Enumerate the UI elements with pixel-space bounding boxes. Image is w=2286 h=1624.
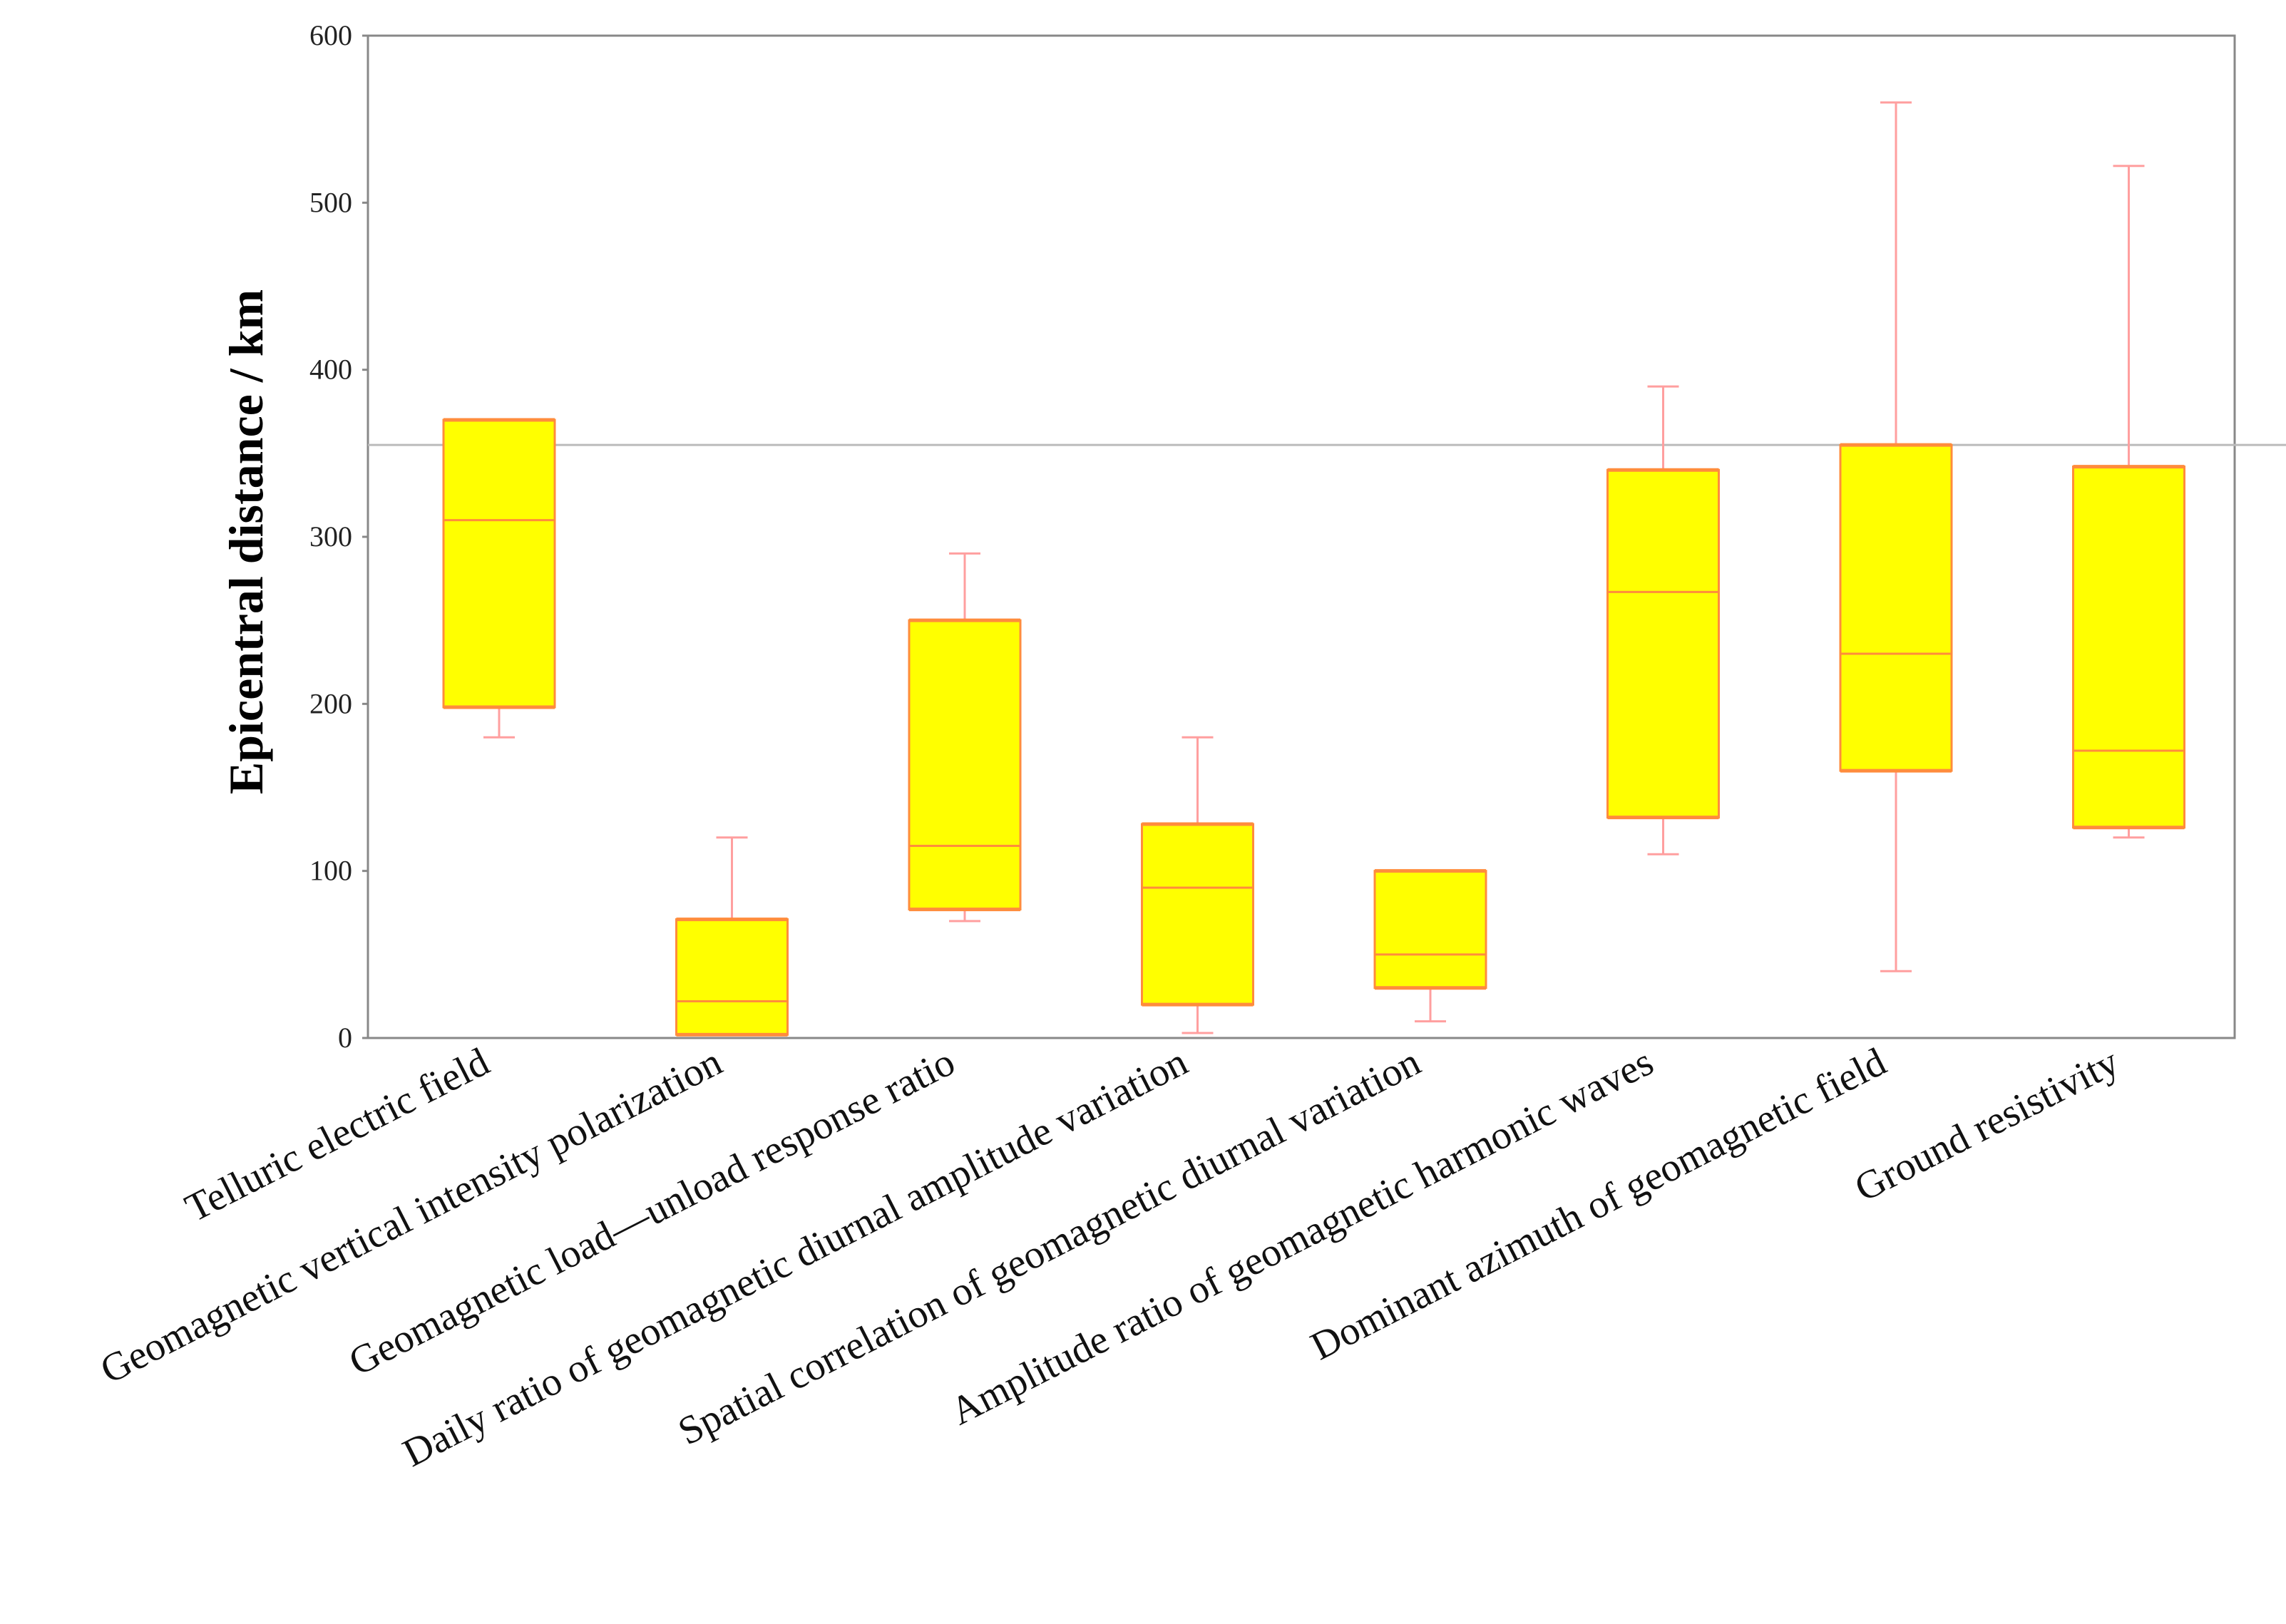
y-tick-label: 300 [309, 520, 352, 553]
y-tick-label: 100 [309, 855, 352, 887]
box-group-1 [442, 418, 556, 739]
box-group-3 [908, 552, 1022, 923]
box-iqr [1373, 870, 1487, 990]
x-category-label: Ground resistivity [1848, 1039, 2126, 1211]
y-tick-label: 500 [309, 186, 352, 218]
box-iqr [442, 418, 556, 709]
box-group-7 [1839, 101, 1953, 972]
y-tick-label: 400 [309, 354, 352, 386]
y-axis-title: Epicentral distance / km [219, 289, 273, 794]
box-iqr [2072, 466, 2185, 829]
box-iqr [675, 918, 789, 1036]
box-group-6 [1606, 385, 1720, 855]
y-tick-label: 600 [309, 19, 352, 51]
y-tick-label: 200 [309, 687, 352, 719]
box-iqr [1839, 443, 1953, 772]
box-group-2 [675, 836, 789, 1037]
plot-frame [367, 34, 2236, 1039]
y-tick-label: 0 [338, 1022, 352, 1054]
box-group-8 [2072, 165, 2185, 839]
box-iqr [908, 619, 1022, 911]
box-group-4 [1141, 736, 1254, 1034]
box-group-5 [1373, 869, 1487, 1023]
box-iqr [1606, 468, 1720, 819]
box-iqr [1141, 823, 1254, 1006]
